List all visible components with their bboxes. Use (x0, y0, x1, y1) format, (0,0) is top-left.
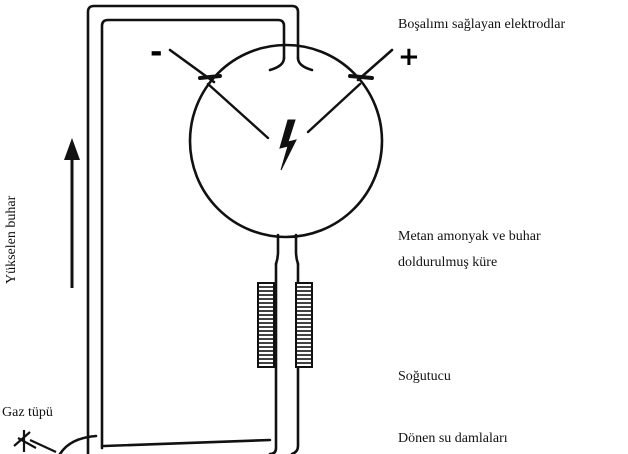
rising-vapor-label: Yükselen buhar (4, 195, 19, 284)
lightning-bolt-icon (279, 119, 297, 171)
gas-tube-label: Gaz tüpü (2, 405, 53, 420)
flask-label-line2: doldurulmuş küre (398, 255, 498, 270)
bottom-tube (102, 438, 272, 448)
negative-electrode-rod (206, 82, 270, 140)
cooler-label: Soğutucu (398, 369, 451, 384)
positive-electrode-mount (348, 74, 374, 80)
negative-sign: - (150, 35, 163, 70)
positive-electrode-rod (306, 82, 362, 134)
valve-icon (13, 430, 57, 453)
up-arrow-icon (64, 138, 80, 288)
positive-sign: + (398, 42, 420, 72)
negative-electrode-mount (198, 74, 222, 80)
water-flask-top (58, 434, 98, 454)
return-tube-outer-wall (86, 4, 300, 454)
electrodes-label: Boşalımı sağlayan elektrodlar (398, 17, 566, 32)
flask-neck-top (268, 56, 314, 72)
flask-label-line1: Metan amonyak ve buhar (398, 229, 541, 244)
return-tube-inner-wall (100, 18, 286, 450)
cooler-jacket-right (295, 282, 313, 368)
positive-electrode-wire (356, 48, 394, 82)
gas-filled-flask (188, 43, 384, 239)
flask-neck-bottom (274, 233, 300, 266)
droplets-label: Dönen su damlaları (398, 431, 508, 446)
cooler-jacket-left (257, 282, 275, 368)
